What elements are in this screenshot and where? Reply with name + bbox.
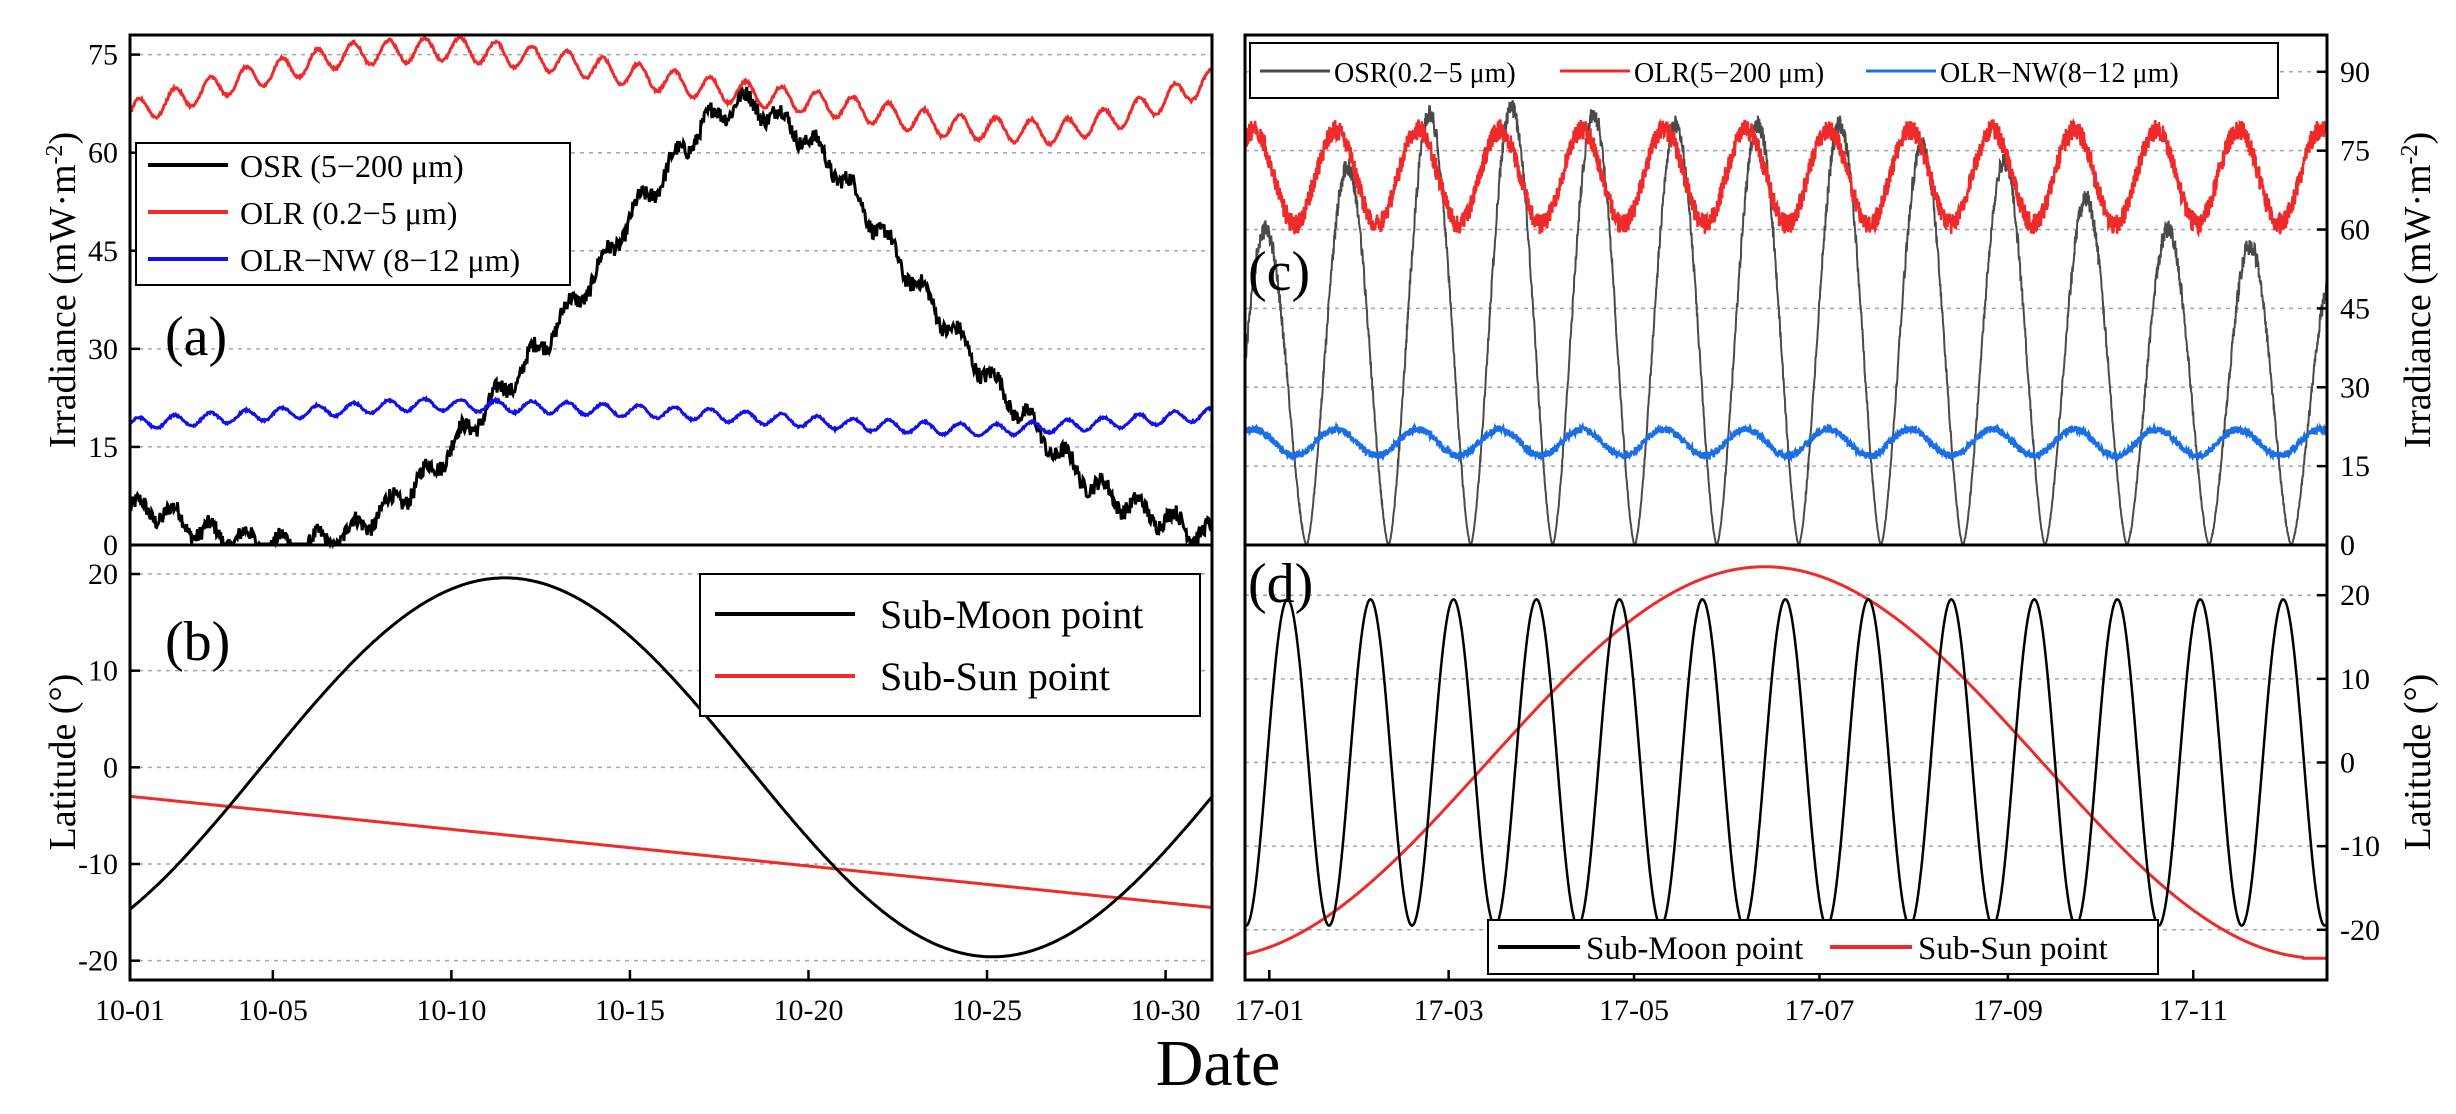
y-tick-label: 30 bbox=[88, 333, 118, 366]
olr-nw-line bbox=[128, 395, 1213, 439]
legend-label-olr-nw: OLR−NW(8−12 μm) bbox=[1940, 58, 2179, 89]
y-tick-label: 10 bbox=[2340, 663, 2370, 696]
y-tick-label: 75 bbox=[2340, 135, 2370, 168]
panel-c-irradiance-2017: 0 15 30 45 60 75 90 Irradiance (mW·m-2) (c) OS… bbox=[1243, 33, 2439, 562]
legend-label-olr-nw: OLR−NW (8−12 μm) bbox=[240, 242, 520, 278]
panel-b-label: (b) bbox=[165, 611, 230, 673]
y-tick-label: 45 bbox=[2340, 292, 2370, 325]
y-tick-label: 15 bbox=[88, 431, 118, 464]
x-tick-label: 10-25 bbox=[952, 994, 1022, 1027]
panel-b-frame bbox=[128, 543, 1214, 982]
y-tick-label: 0 bbox=[2340, 747, 2355, 780]
y-tick-label: 45 bbox=[88, 235, 118, 268]
x-tick-label: 10-30 bbox=[1131, 994, 1201, 1027]
legend-label-olr: OLR (0.2−5 μm) bbox=[240, 195, 457, 231]
x-tick-label: 17-07 bbox=[1784, 994, 1854, 1027]
y-tick-label: 90 bbox=[2340, 56, 2370, 89]
olr-nw-line bbox=[1243, 421, 2329, 464]
x-tick-label: 17-09 bbox=[1973, 994, 2043, 1027]
y-tick-label: -10 bbox=[2340, 830, 2380, 863]
x-tick-label: 17-01 bbox=[1234, 994, 1304, 1027]
x-tick-label: 17-05 bbox=[1599, 994, 1669, 1027]
legend-label-sub-sun: Sub-Sun point bbox=[1918, 931, 2108, 967]
panel-a-frame bbox=[128, 33, 1214, 547]
y-tick-label: 0 bbox=[103, 529, 118, 562]
panel-b-latitude-october: -20 -10 0 10 20 10-01 10-05 10-10 10-15 10-20 10-… bbox=[42, 543, 1214, 1027]
legend-label-sub-sun: Sub-Sun point bbox=[880, 654, 1110, 699]
x-tick-label: 10-20 bbox=[773, 994, 843, 1027]
x-tick-label: 10-10 bbox=[416, 994, 486, 1027]
legend-label-osr: OSR(0.2−5 μm) bbox=[1334, 58, 1516, 89]
panel-c-frame bbox=[1243, 33, 2329, 547]
panel-d-frame bbox=[1243, 543, 2329, 982]
y-tick-label: 60 bbox=[2340, 214, 2370, 247]
y-tick-label: -20 bbox=[2340, 914, 2380, 947]
y-tick-label: 0 bbox=[2340, 529, 2355, 562]
osr-line bbox=[128, 86, 1214, 550]
panel-c-legend-box bbox=[1249, 42, 2279, 99]
panel-a-irradiance-october: 0 15 30 45 60 75 Irradiance (mW·m-2) (a) OSR … bbox=[42, 33, 1214, 562]
panel-a-label: (a) bbox=[165, 306, 227, 368]
panel-a-ylabel: Irradiance (mW·m-2) bbox=[42, 132, 84, 448]
olr-line bbox=[1243, 117, 2329, 239]
panel-a-legend: OSR (5−200 μm) OLR (0.2−5 μm) OLR−NW (8−… bbox=[135, 142, 571, 286]
panel-d-legend: Sub-Moon point Sub-Sun point bbox=[1487, 919, 2159, 975]
y-tick-label: 15 bbox=[2340, 450, 2370, 483]
legend-label-olr: OLR(5−200 μm) bbox=[1634, 58, 1824, 89]
y-tick-label: 60 bbox=[88, 137, 118, 170]
x-axis-label: Date bbox=[1156, 1027, 1281, 1100]
panel-c-label: (c) bbox=[1248, 241, 1310, 303]
y-tick-label: 20 bbox=[88, 558, 118, 591]
y-tick-label: 75 bbox=[88, 39, 118, 72]
x-tick-label: 17-11 bbox=[2159, 994, 2228, 1027]
y-tick-label: 10 bbox=[88, 655, 118, 688]
legend-label-osr: OSR (5−200 μm) bbox=[240, 148, 464, 184]
panel-d-latitude-2017: -20 -10 0 10 20 17-01 17-03 17-05 17-07 17-09 17-… bbox=[1234, 543, 2439, 1027]
panel-b-ylabel: Latitude (°) bbox=[42, 674, 84, 851]
x-tick-label: 10-15 bbox=[595, 994, 665, 1027]
osr-line bbox=[1244, 99, 2328, 545]
x-tick-label: 17-03 bbox=[1414, 994, 1484, 1027]
olr-line bbox=[128, 33, 1213, 148]
x-tick-label: 10-05 bbox=[238, 994, 308, 1027]
panel-c-ylabel: Irradiance (mW·m-2) bbox=[2397, 132, 2439, 448]
legend-label-sub-moon: Sub-Moon point bbox=[1586, 931, 1803, 967]
y-tick-label: 20 bbox=[2340, 579, 2370, 612]
panel-b-legend: Sub-Moon point Sub-Sun point bbox=[699, 573, 1201, 717]
sub-moon-line bbox=[129, 576, 1214, 959]
y-tick-label: 0 bbox=[103, 751, 118, 784]
x-tick-label: 10-01 bbox=[95, 994, 165, 1027]
legend-label-sub-moon: Sub-Moon point bbox=[880, 592, 1143, 637]
panel-d-ylabel: Latitude (°) bbox=[2397, 674, 2439, 851]
y-tick-label: -20 bbox=[78, 945, 118, 978]
panel-d-legend-box bbox=[1487, 919, 2159, 975]
panel-c-legend: OSR(0.2−5 μm) OLR(5−200 μm) OLR−NW(8−12 … bbox=[1249, 42, 2279, 99]
panel-b-legend-box bbox=[699, 573, 1201, 717]
panel-d-label: (d) bbox=[1248, 553, 1313, 615]
y-tick-label: -10 bbox=[78, 848, 118, 881]
sub-moon-line bbox=[1244, 598, 2329, 927]
sub-sun-line bbox=[129, 794, 1213, 909]
y-tick-label: 30 bbox=[2340, 371, 2370, 404]
